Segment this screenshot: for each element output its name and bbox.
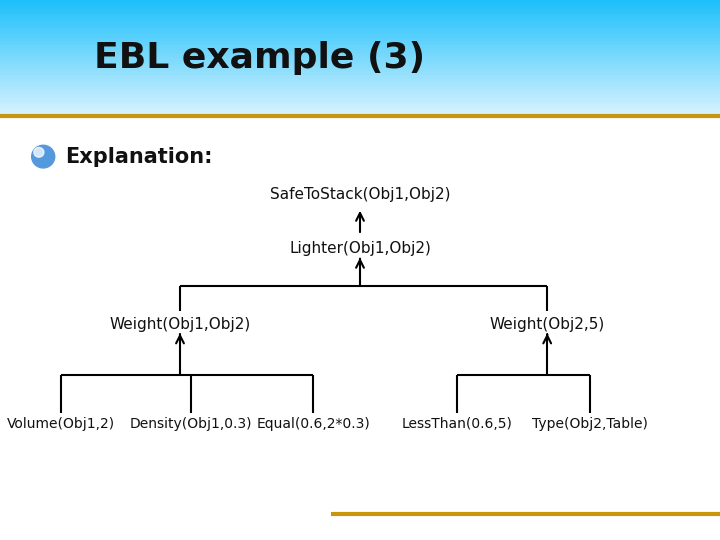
Ellipse shape	[34, 147, 44, 157]
Text: Explanation:: Explanation:	[65, 146, 212, 167]
Ellipse shape	[32, 145, 55, 168]
Bar	[0, 83, 720, 85]
Text: Density(Obj1,0.3): Density(Obj1,0.3)	[130, 417, 252, 431]
Bar	[0, 76, 720, 77]
Bar	[0, 8, 720, 10]
Bar	[0, 81, 720, 83]
Text: SafeToStack(Obj1,Obj2): SafeToStack(Obj1,Obj2)	[270, 187, 450, 202]
Text: Type(Obj2,Table): Type(Obj2,Table)	[533, 417, 648, 431]
Bar	[0, 60, 720, 62]
Bar	[0, 93, 720, 95]
Bar	[0, 66, 720, 68]
Bar	[0, 39, 720, 40]
Text: LessThan(0.6,5): LessThan(0.6,5)	[402, 417, 513, 431]
Bar	[0, 70, 720, 72]
Bar	[0, 77, 720, 79]
Bar	[0, 54, 720, 56]
Bar	[0, 100, 720, 103]
Bar	[0, 52, 720, 54]
Bar	[0, 87, 720, 89]
Text: Weight(Obj2,5): Weight(Obj2,5)	[490, 316, 605, 332]
Bar	[0, 72, 720, 73]
Bar	[0, 6, 720, 8]
Bar	[0, 14, 720, 16]
Bar	[0, 89, 720, 91]
Bar	[0, 46, 720, 49]
Bar	[0, 114, 720, 116]
Text: EBL example (3): EBL example (3)	[94, 41, 425, 75]
Bar	[0, 40, 720, 43]
Bar	[0, 105, 720, 106]
Bar	[0, 49, 720, 50]
Bar	[0, 97, 720, 99]
Bar	[0, 33, 720, 35]
Bar	[0, 73, 720, 76]
Bar	[0, 95, 720, 97]
Bar	[0, 23, 720, 25]
Text: Lighter(Obj1,Obj2): Lighter(Obj1,Obj2)	[289, 241, 431, 256]
Bar	[0, 116, 720, 540]
Bar	[0, 62, 720, 64]
Bar	[0, 21, 720, 23]
Bar	[0, 50, 720, 52]
Bar	[0, 91, 720, 93]
Bar	[0, 56, 720, 58]
Bar	[0, 4, 720, 6]
Bar	[0, 37, 720, 39]
Bar	[0, 10, 720, 11]
Bar	[0, 79, 720, 81]
Bar	[0, 109, 720, 110]
Text: Equal(0.6,2*0.3): Equal(0.6,2*0.3)	[256, 417, 370, 431]
Text: Volume(Obj1,2): Volume(Obj1,2)	[7, 417, 115, 431]
Bar	[0, 106, 720, 109]
Bar	[0, 0, 720, 2]
Bar	[0, 35, 720, 37]
Bar	[0, 17, 720, 19]
Bar	[0, 43, 720, 44]
Bar	[0, 2, 720, 4]
Bar	[0, 16, 720, 17]
Bar	[0, 44, 720, 46]
Bar	[0, 85, 720, 87]
Bar	[0, 103, 720, 105]
Text: Weight(Obj1,Obj2): Weight(Obj1,Obj2)	[109, 316, 251, 332]
Bar	[0, 112, 720, 114]
Bar	[0, 58, 720, 60]
Bar	[0, 110, 720, 112]
Bar	[0, 29, 720, 31]
Bar	[0, 19, 720, 21]
Bar	[0, 64, 720, 66]
Bar	[0, 31, 720, 33]
Bar	[0, 68, 720, 70]
Bar	[0, 99, 720, 100]
Bar	[0, 25, 720, 27]
Bar	[0, 27, 720, 29]
Bar	[0, 11, 720, 14]
